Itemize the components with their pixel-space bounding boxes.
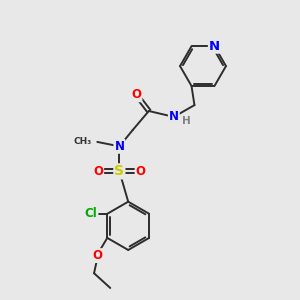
Text: N: N <box>114 140 124 153</box>
Text: O: O <box>136 165 146 178</box>
Text: O: O <box>93 165 103 178</box>
Text: N: N <box>169 110 179 123</box>
Text: S: S <box>114 164 124 178</box>
Text: O: O <box>131 88 142 101</box>
Text: H: H <box>182 116 190 126</box>
Text: CH₃: CH₃ <box>74 137 92 146</box>
Text: Cl: Cl <box>85 207 98 220</box>
Text: O: O <box>92 249 102 262</box>
Text: N: N <box>209 40 220 53</box>
